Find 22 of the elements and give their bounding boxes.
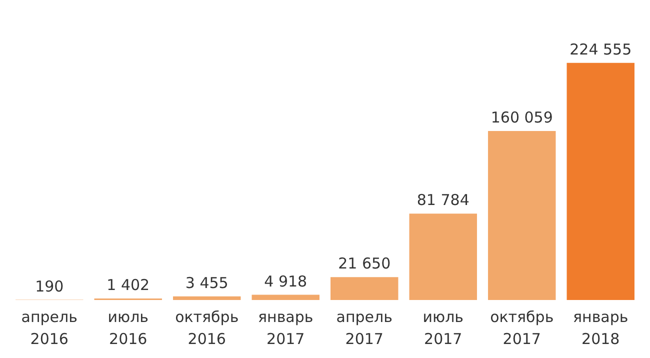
bar: [566, 62, 634, 300]
x-tick-label: январь 2017: [258, 308, 314, 348]
bar: [252, 294, 320, 300]
data-label: 190: [35, 277, 64, 296]
data-label: 4 918: [264, 272, 308, 290]
data-label: 224 555: [570, 40, 632, 58]
bar: [330, 277, 398, 300]
data-label: 3 455: [185, 274, 228, 292]
bar: [488, 130, 556, 300]
x-tick-label: июль 2017: [422, 308, 464, 348]
bar: [173, 296, 241, 300]
x-tick-label: апрель 2017: [336, 308, 392, 348]
data-label: 160 059: [490, 108, 553, 126]
data-label: 21 650: [338, 254, 391, 273]
data-label: 1 402: [106, 276, 150, 294]
x-tick-label: январь 2018: [573, 308, 628, 348]
data-label: 81 784: [416, 191, 470, 210]
x-tick-label: июль 2016: [108, 308, 149, 348]
x-tick-label: октябрь 2016: [175, 308, 239, 348]
bar: [409, 214, 477, 300]
x-tick-label: апрель 2016: [21, 308, 78, 348]
x-tick-label: октябрь 2017: [490, 308, 554, 348]
